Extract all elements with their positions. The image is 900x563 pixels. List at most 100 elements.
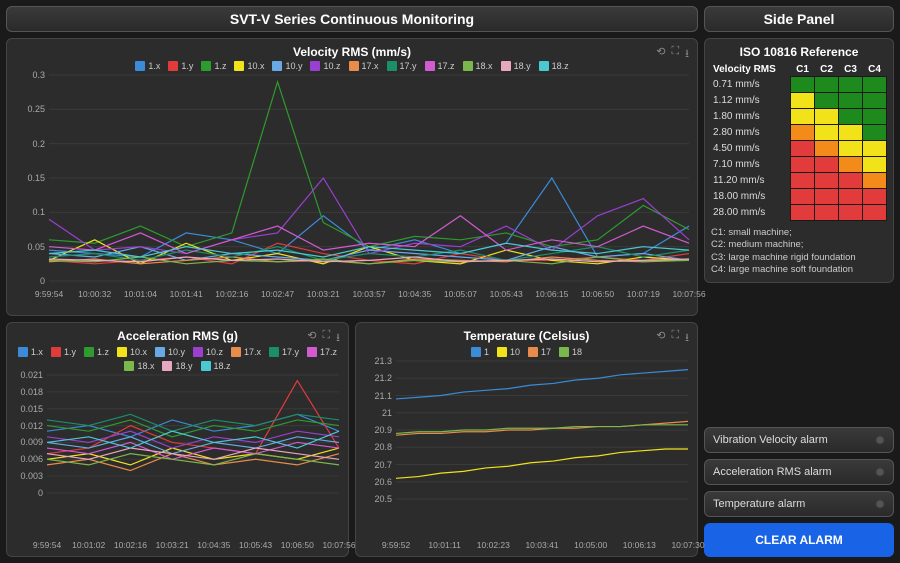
temp-chart[interactable]: 20.520.620.720.820.92121.121.221.39:59:5… [362, 361, 691, 550]
download-icon[interactable]: ⭳ [685, 45, 689, 64]
iso-header: C1 [791, 63, 815, 77]
iso-cell [863, 173, 887, 189]
legend-item[interactable]: 18.y [501, 61, 531, 71]
legend-item[interactable]: 10.x [117, 347, 147, 357]
legend-item[interactable]: 1.y [168, 61, 193, 71]
clear-alarm-button[interactable]: CLEAR ALARM [704, 523, 894, 557]
legend-item[interactable]: 1.z [84, 347, 109, 357]
iso-cell [863, 109, 887, 125]
legend-label: 17.x [244, 347, 261, 357]
iso-cell [791, 157, 815, 173]
accel-legend: 1.x 1.y 1.z 10.x 10.y 10.z 17.x 17.y 17.z 18.x 18.… [13, 347, 342, 371]
legend-item[interactable]: 1.x [135, 61, 160, 71]
accel-chart[interactable]: 00.0030.0060.0090.0120.0150.0180.0219:59… [13, 375, 342, 550]
legend-item[interactable]: 18.x [124, 361, 154, 371]
legend-label: 1.x [31, 347, 43, 357]
iso-cell [791, 77, 815, 93]
legend-item[interactable]: 1.z [201, 61, 226, 71]
iso-title: ISO 10816 Reference [711, 45, 887, 59]
legend-swatch [201, 61, 211, 71]
reset-icon[interactable]: ⛶ [671, 329, 679, 348]
legend-swatch [272, 61, 282, 71]
legend-label: 10.x [247, 61, 264, 71]
legend-item[interactable]: 10.x [234, 61, 264, 71]
reset-icon[interactable]: ⛶ [671, 45, 679, 64]
iso-cell [815, 125, 839, 141]
legend-label: 18.x [137, 361, 154, 371]
legend-item[interactable]: 17.x [231, 347, 261, 357]
temp-title: Temperature (Celsius) [362, 329, 691, 343]
legend-label: 17 [541, 347, 551, 357]
led-icon [875, 435, 885, 445]
legend-swatch [234, 61, 244, 71]
iso-cell [839, 109, 863, 125]
restore-icon[interactable]: ⟲ [656, 329, 665, 348]
legend-swatch [231, 347, 241, 357]
legend-item[interactable]: 10.y [272, 61, 302, 71]
legend-label: 17.z [320, 347, 337, 357]
iso-cell [839, 93, 863, 109]
legend-swatch [501, 61, 511, 71]
legend-item[interactable]: 17.y [269, 347, 299, 357]
iso-cell [863, 205, 887, 221]
legend-label: 17.y [400, 61, 417, 71]
legend-item[interactable]: 18.z [539, 61, 569, 71]
legend-label: 18 [572, 347, 582, 357]
iso-cell [815, 173, 839, 189]
iso-header: Velocity RMS [711, 63, 791, 77]
iso-header: C2 [815, 63, 839, 77]
legend-item[interactable]: 1.y [51, 347, 76, 357]
iso-cell [839, 173, 863, 189]
legend-label: 18.z [214, 361, 231, 371]
legend-item[interactable]: 10 [497, 347, 520, 357]
accel-title: Acceleration RMS (g) [13, 329, 342, 343]
legend-swatch [269, 347, 279, 357]
iso-row-label: 18.00 mm/s [711, 189, 791, 205]
legend-item[interactable]: 17.z [307, 347, 337, 357]
iso-row-label: 7.10 mm/s [711, 157, 791, 173]
restore-icon[interactable]: ⟲ [656, 45, 665, 64]
legend-item[interactable]: 18.z [201, 361, 231, 371]
iso-cell [815, 141, 839, 157]
velocity-chart[interactable]: 00.050.10.150.20.250.39:59:5410:00:3210:… [13, 75, 691, 299]
legend-label: 18.y [175, 361, 192, 371]
legend-item[interactable]: 10.z [310, 61, 340, 71]
legend-swatch [84, 347, 94, 357]
restore-icon[interactable]: ⟲ [307, 329, 316, 348]
legend-swatch [18, 347, 28, 357]
download-icon[interactable]: ⭳ [685, 329, 689, 348]
legend-label: 10.z [206, 347, 223, 357]
legend-swatch [155, 347, 165, 357]
iso-cell [839, 189, 863, 205]
legend-label: 1 [484, 347, 489, 357]
legend-item[interactable]: 17 [528, 347, 551, 357]
alarm-accel-label: Acceleration RMS alarm [713, 466, 832, 478]
legend-item[interactable]: 17.y [387, 61, 417, 71]
reset-icon[interactable]: ⛶ [322, 329, 330, 348]
download-icon[interactable]: ⭳ [336, 329, 340, 348]
iso-cell [791, 109, 815, 125]
led-icon [875, 499, 885, 509]
legend-item[interactable]: 10.y [155, 347, 185, 357]
iso-row-label: 11.20 mm/s [711, 173, 791, 189]
legend-label: 1.z [97, 347, 109, 357]
iso-cell [839, 141, 863, 157]
iso-cell [791, 141, 815, 157]
alarm-velocity: Vibration Velocity alarm [704, 427, 894, 453]
legend-swatch [425, 61, 435, 71]
velocity-title: Velocity RMS (mm/s) [13, 45, 691, 59]
legend-item[interactable]: 17.z [425, 61, 455, 71]
legend-swatch [124, 361, 134, 371]
legend-item[interactable]: 1 [471, 347, 489, 357]
legend-item[interactable]: 17.x [349, 61, 379, 71]
legend-label: 10 [510, 347, 520, 357]
legend-item[interactable]: 18 [559, 347, 582, 357]
legend-label: 10.y [168, 347, 185, 357]
legend-item[interactable]: 1.x [18, 347, 43, 357]
legend-item[interactable]: 18.x [463, 61, 493, 71]
legend-item[interactable]: 10.z [193, 347, 223, 357]
legend-label: 17.z [438, 61, 455, 71]
legend-swatch [117, 347, 127, 357]
legend-item[interactable]: 18.y [162, 361, 192, 371]
iso-cell [815, 157, 839, 173]
